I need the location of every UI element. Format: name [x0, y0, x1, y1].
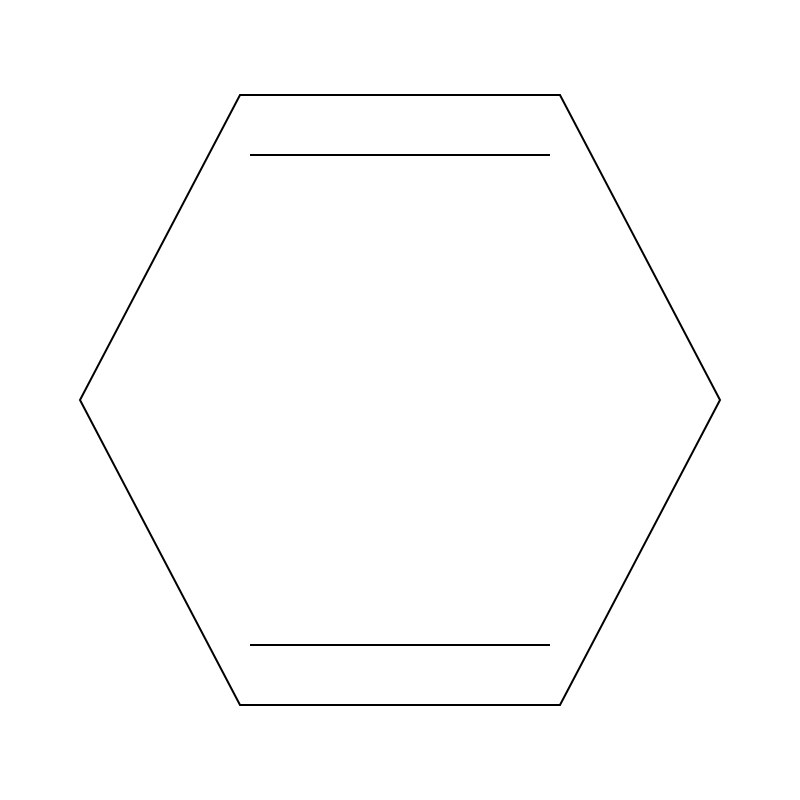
chemical-structure-diagram [0, 0, 800, 800]
hexagon-ring [80, 95, 720, 705]
